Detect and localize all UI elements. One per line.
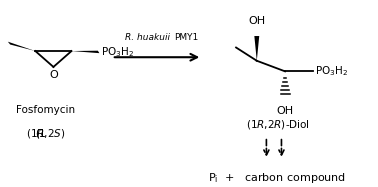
Text: (1: (1	[35, 128, 46, 138]
Polygon shape	[254, 36, 259, 61]
Text: R. huakuii: R. huakuii	[125, 33, 170, 42]
Text: (1$\mathit{R}$,2$\mathit{S}$): (1$\mathit{R}$,2$\mathit{S}$)	[26, 127, 66, 140]
Polygon shape	[8, 42, 35, 51]
Polygon shape	[71, 51, 99, 53]
Text: (1: (1	[35, 128, 46, 138]
Text: OH: OH	[276, 106, 294, 116]
Text: (1$\mathit{R}$,2$\mathit{R}$)-Diol: (1$\mathit{R}$,2$\mathit{R}$)-Diol	[246, 118, 310, 131]
Text: OH: OH	[248, 16, 265, 26]
Text: O: O	[49, 70, 58, 80]
Text: PO$_3$H$_2$: PO$_3$H$_2$	[101, 45, 135, 59]
Text: PMY1: PMY1	[174, 33, 198, 42]
Text: P$_\mathrm{i}$  +   carbon compound: P$_\mathrm{i}$ + carbon compound	[208, 171, 345, 185]
Text: Fosfomycin: Fosfomycin	[16, 105, 76, 115]
Text: PO$_3$H$_2$: PO$_3$H$_2$	[315, 65, 349, 78]
